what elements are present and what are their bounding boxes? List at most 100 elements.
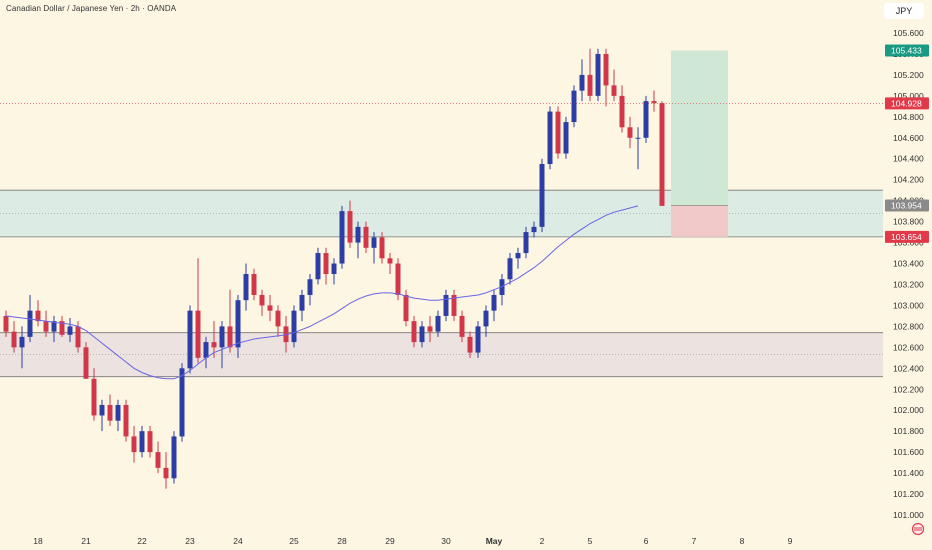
y-tick-label: 103.200 (893, 279, 924, 289)
y-tick-label: 101.000 (893, 510, 924, 520)
candle-body (323, 253, 329, 274)
y-tick-label: 101.400 (893, 468, 924, 478)
replay-icon[interactable] (910, 523, 926, 535)
candle-body (659, 103, 665, 206)
candle-body (475, 326, 481, 353)
candle-body (571, 90, 577, 123)
x-tick-label: 6 (644, 536, 649, 546)
candle-body (523, 232, 529, 254)
candle-body (251, 274, 257, 295)
candle-body (459, 315, 465, 337)
moving-average-line (5, 205, 639, 380)
candle-body (443, 294, 449, 316)
candle-body (363, 226, 369, 248)
y-tick-label: 104.800 (893, 112, 924, 122)
y-tick-label: 101.800 (893, 426, 924, 436)
candle-body (451, 294, 457, 316)
candle-body (187, 310, 193, 369)
x-tick-label: 7 (692, 536, 697, 546)
x-tick-label: 9 (788, 536, 793, 546)
candle-body (91, 378, 97, 416)
candle-body (419, 326, 425, 343)
candle-body (123, 404, 129, 437)
candle-body (627, 127, 633, 138)
candle-body (83, 347, 89, 379)
y-tick-label: 102.600 (893, 342, 924, 352)
candle-body (307, 279, 313, 295)
candle-body (619, 95, 625, 128)
candle-body (203, 342, 209, 358)
x-tick-label: 23 (185, 536, 195, 546)
candle-body (155, 452, 161, 468)
candle-body (211, 342, 217, 348)
candle-body (427, 326, 433, 332)
candle-body (243, 274, 249, 301)
x-tick-label: 29 (385, 536, 395, 546)
candle-body (163, 467, 169, 479)
price-label-box (885, 199, 929, 212)
y-tick-label: 104.400 (893, 154, 924, 164)
candle-body (611, 85, 617, 96)
candle-body (547, 111, 553, 164)
candle-body (19, 336, 25, 348)
y-tick-label: 105.600 (893, 28, 924, 38)
y-tick-label: 102.400 (893, 363, 924, 373)
price-label: 104.928 (891, 98, 922, 108)
candle-body (379, 237, 385, 259)
candle-body (267, 305, 273, 311)
candle-body (339, 211, 345, 264)
candle-body (3, 315, 9, 332)
candle-body (563, 122, 569, 154)
candle-body (179, 368, 185, 437)
candle-body (299, 294, 305, 311)
candle-body (283, 326, 289, 343)
candle-body (43, 321, 49, 332)
x-tick-label: 18 (33, 536, 43, 546)
stop-zone (671, 205, 728, 237)
candle-body (555, 111, 561, 154)
candle-body (171, 436, 177, 479)
candle-body (227, 326, 233, 348)
price-label: 105.433 (891, 45, 922, 55)
candle-body (107, 404, 113, 421)
candle-body (235, 300, 241, 348)
candle-body (651, 101, 657, 104)
currency-button[interactable]: JPY (884, 3, 924, 19)
y-tick-label: 105.200 (893, 70, 924, 80)
candle-body (259, 294, 265, 306)
y-tick-label: 101.600 (893, 447, 924, 457)
price-label-box (885, 230, 929, 243)
candle-body (331, 263, 337, 274)
candle-body (403, 294, 409, 322)
candle-body (195, 310, 201, 358)
candle-body (435, 315, 441, 332)
candle-body (139, 431, 145, 453)
x-tick-label: 8 (740, 536, 745, 546)
candle-body (635, 137, 641, 139)
candle-body (11, 331, 17, 348)
price-label-box (885, 44, 929, 57)
candle-body (507, 258, 513, 280)
x-tick-label: May (486, 536, 503, 546)
candle-body (131, 436, 137, 453)
candle-body (59, 321, 65, 335)
price-label: 103.654 (891, 232, 922, 242)
candle-body (579, 74, 585, 91)
candle-body (99, 404, 105, 416)
candle-body (531, 226, 537, 233)
candle-body (539, 163, 545, 227)
candle-body (219, 326, 225, 348)
y-tick-label: 105.000 (893, 91, 924, 101)
candle-body (587, 74, 593, 96)
x-tick-label: 5 (588, 536, 593, 546)
price-label-box (885, 97, 929, 110)
x-tick-label: 21 (81, 536, 91, 546)
y-tick-label: 102.000 (893, 405, 924, 415)
x-tick-label: 2 (540, 536, 545, 546)
y-tick-label: 104.200 (893, 175, 924, 185)
candle-body (387, 258, 393, 264)
candle-body (75, 326, 81, 348)
candle-body (275, 310, 281, 327)
candle-body (371, 237, 377, 248)
